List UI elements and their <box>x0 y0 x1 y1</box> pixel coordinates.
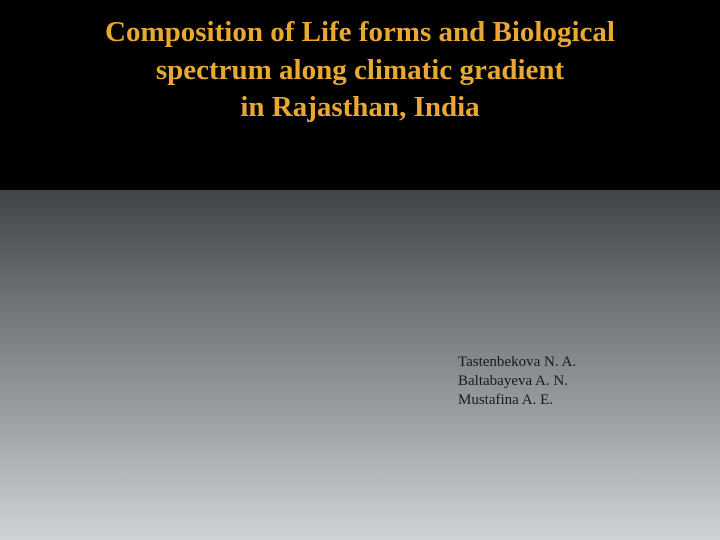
presentation-slide: Composition of Life forms and Biological… <box>0 0 720 540</box>
author-name: Mustafina A. E. <box>458 391 576 410</box>
author-name: Tastenbekova N. A. <box>458 353 576 372</box>
author-list: Tastenbekova N. A. Baltabayeva A. N. Mus… <box>458 353 576 411</box>
title-line-3: in Rajasthan, India <box>240 91 479 123</box>
title-line-2: spectrum along climatic gradient <box>156 54 564 86</box>
title-band: Composition of Life forms and Biological… <box>0 0 720 190</box>
slide-title: Composition of Life forms and Biological… <box>50 14 670 127</box>
title-line-1: Composition of Life forms and Biological <box>105 16 615 48</box>
author-name: Baltabayeva A. N. <box>458 372 576 391</box>
body-area: Tastenbekova N. A. Baltabayeva A. N. Mus… <box>0 190 720 540</box>
